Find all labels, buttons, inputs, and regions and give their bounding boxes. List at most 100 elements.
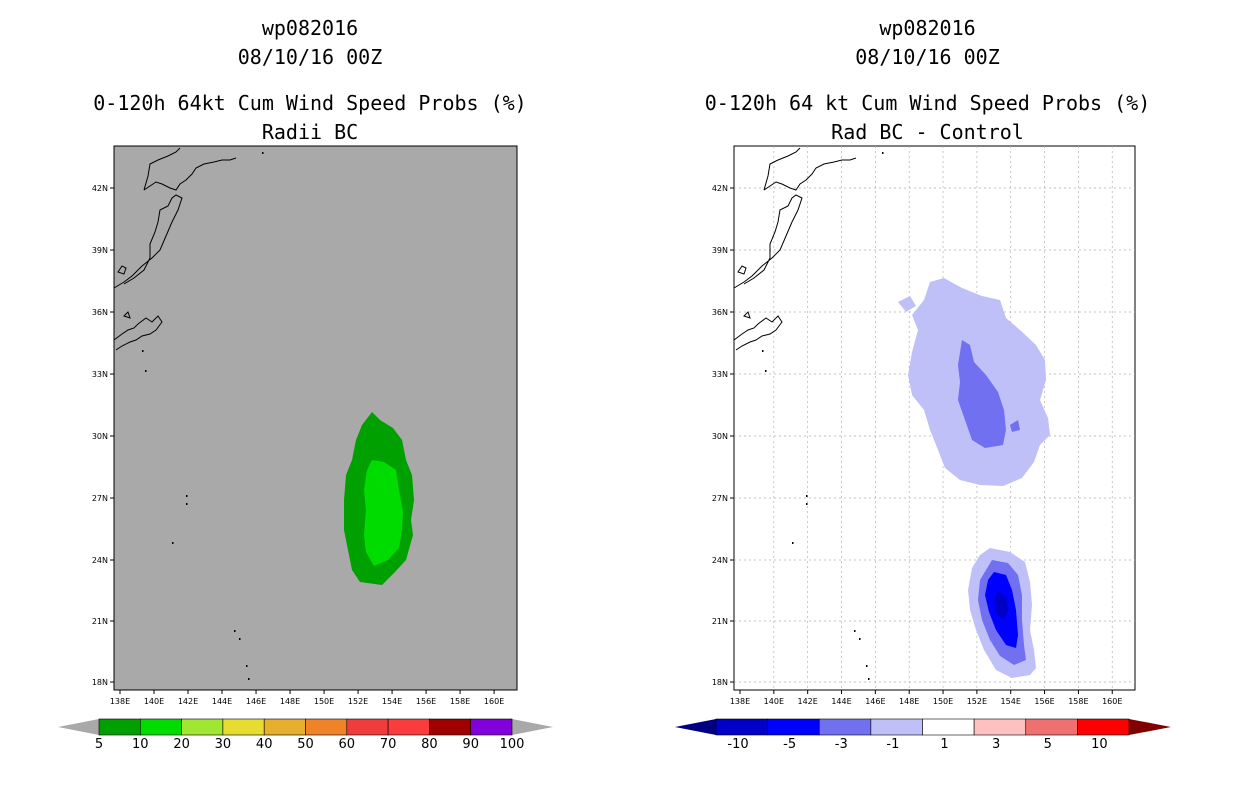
colorbar-label: 5 <box>1044 737 1052 752</box>
colorbar-swatch <box>305 718 348 736</box>
lon-label: 140E <box>144 697 164 706</box>
colorbar-label: 1 <box>940 737 948 752</box>
colorbar-swatch <box>346 718 389 736</box>
left-variant-title: Radii BC <box>261 120 359 144</box>
colorbar-label: 100 <box>500 737 525 752</box>
coastline-segment <box>733 194 803 289</box>
island-dot <box>866 665 868 667</box>
lat-label: 18N <box>712 678 728 687</box>
lat-label: 30N <box>92 432 108 441</box>
colorbar-label: 30 <box>215 737 232 752</box>
coastline-segment <box>143 147 181 191</box>
colorbar-label: -1 <box>886 737 899 752</box>
left-product-title: 0-120h 64kt Cum Wind Speed Probs (%) <box>93 91 527 115</box>
lon-label: 150E <box>933 697 953 706</box>
lon-label: 144E <box>212 697 232 706</box>
lat-label: 21N <box>92 617 108 626</box>
island-dot <box>882 152 884 154</box>
right-datetime: 08/10/16 00Z <box>855 45 1000 69</box>
colorbar-swatch <box>715 718 768 736</box>
right-colorbar <box>675 718 1171 736</box>
coastline-segment <box>123 311 131 319</box>
right-map-title: wp082016 08/10/16 00Z <box>655 14 1200 72</box>
lat-label: 24N <box>92 556 108 565</box>
coastline-segment <box>113 194 183 289</box>
colorbar-swatch <box>429 718 471 736</box>
lon-label: 158E <box>1068 697 1088 706</box>
island-dot <box>765 370 767 372</box>
colorbar-label: 20 <box>173 737 190 752</box>
lat-label: 27N <box>92 494 108 503</box>
lon-label: 158E <box>450 697 470 706</box>
colorbar-swatch <box>387 718 430 736</box>
left-lon-labels: 138E 140E 142E 144E 146E 148E 150E 152E 154E 156E… <box>110 697 504 706</box>
coastline-segment <box>763 157 857 191</box>
coastline-segment <box>737 265 747 275</box>
right-diff-minus3-north <box>958 340 1006 448</box>
right-colorbar-labels: -10 -5 -3 -1 1 3 5 10 <box>727 737 1107 752</box>
colorbar-label: 50 <box>297 737 314 752</box>
right-lon-labels: 138E 140E 142E 144E 146E 148E 150E 152E 154E 156E… <box>730 697 1123 706</box>
coastline-segment <box>113 315 163 351</box>
colorbar-swatch <box>181 718 224 736</box>
lon-label: 142E <box>178 697 198 706</box>
colorbar-label: 90 <box>462 737 479 752</box>
island-dot <box>239 638 241 640</box>
right-storm-id: wp082016 <box>879 16 976 40</box>
island-dot <box>186 495 188 497</box>
lon-label: 146E <box>246 697 266 706</box>
lon-label: 152E <box>348 697 368 706</box>
right-diff-minus3-islet <box>1010 420 1020 432</box>
lon-label: 154E <box>382 697 402 706</box>
left-colorbar-labels: 5 10 20 30 40 50 60 70 80 90 100 <box>95 737 525 752</box>
colorbar-swatch <box>1025 718 1078 736</box>
island-dot <box>172 542 174 544</box>
right-map-subtitle: 0-120h 64 kt Cum Wind Speed Probs (%) Rad… <box>655 89 1200 147</box>
left-storm-id: wp082016 <box>261 16 359 40</box>
colorbar-swatch <box>922 718 975 736</box>
lat-label: 36N <box>712 308 728 317</box>
left-colorbar <box>58 718 553 736</box>
lat-label: 33N <box>712 370 728 379</box>
left-map-subtitle: 0-120h 64kt Cum Wind Speed Probs (%) Radi… <box>40 89 580 147</box>
left-lat-labels: 42N 39N 36N 33N 30N 27N 24N 21N 18N <box>92 184 108 687</box>
colorbar-label: 10 <box>132 737 149 752</box>
coastline-segment <box>733 315 783 351</box>
lon-label: 156E <box>1034 697 1054 706</box>
left-colorbar-low-arrow <box>58 719 99 735</box>
lon-label: 142E <box>798 697 818 706</box>
coastline-segment <box>763 147 801 191</box>
left-datetime: 08/10/16 00Z <box>237 45 383 69</box>
lon-label: 148E <box>899 697 919 706</box>
lon-label: 152E <box>967 697 987 706</box>
colorbar-swatch <box>98 718 141 736</box>
lon-label: 160E <box>484 697 504 706</box>
lat-label: 33N <box>92 370 108 379</box>
lon-label: 148E <box>280 697 300 706</box>
lon-label: 146E <box>865 697 885 706</box>
island-dot <box>806 495 808 497</box>
lon-label: 150E <box>314 697 334 706</box>
colorbar-label: -10 <box>727 737 748 752</box>
lon-label: 156E <box>416 697 436 706</box>
colorbar-label: 3 <box>992 737 1000 752</box>
left-coastline <box>113 147 264 680</box>
colorbar-label: 70 <box>380 737 397 752</box>
island-dot <box>145 370 147 372</box>
island-dot <box>262 152 264 154</box>
colorbar-label: 80 <box>421 737 438 752</box>
lon-label: 140E <box>764 697 784 706</box>
right-diff-minus1-islet <box>898 296 916 312</box>
coastline-segment <box>743 311 751 319</box>
lat-label: 27N <box>712 494 728 503</box>
lon-label: 138E <box>730 697 750 706</box>
island-dot <box>859 638 861 640</box>
colorbar-label: 40 <box>256 737 273 752</box>
island-dot <box>248 678 250 680</box>
colorbar-swatch <box>767 718 820 736</box>
lat-label: 39N <box>712 246 728 255</box>
lat-label: 36N <box>92 308 108 317</box>
right-map: 42N 39N 36N 33N 30N 27N 24N 21N 18N 138E 140E 142E… <box>712 145 1136 706</box>
coastline-segment <box>117 265 127 275</box>
colorbar-swatch <box>140 718 182 736</box>
